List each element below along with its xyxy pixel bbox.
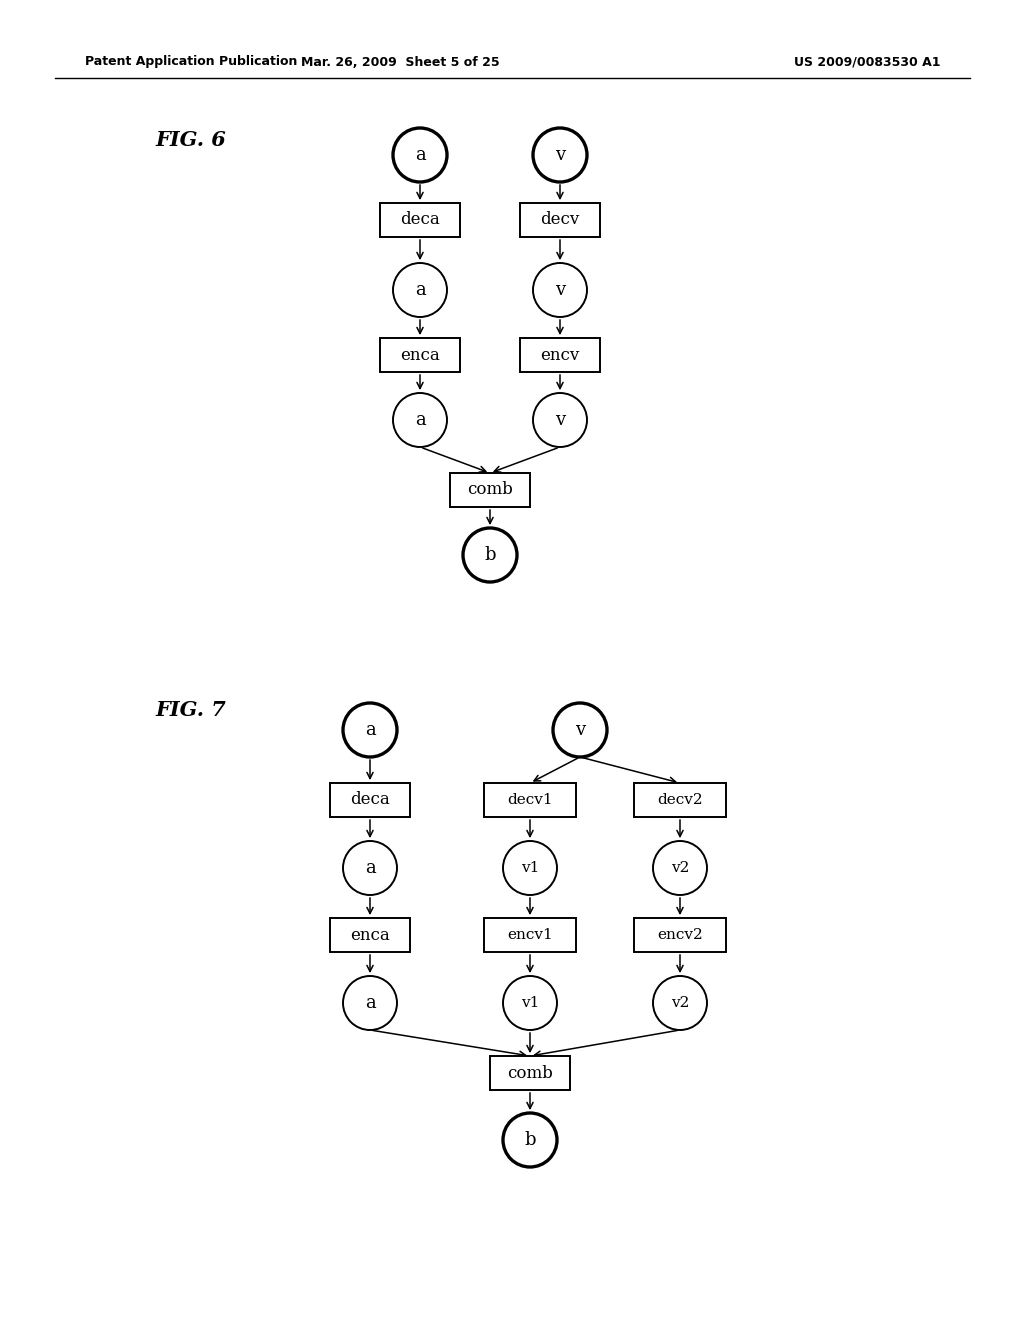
Text: FIG. 7: FIG. 7: [155, 700, 225, 719]
FancyBboxPatch shape: [450, 473, 530, 507]
Text: v: v: [555, 147, 565, 164]
FancyBboxPatch shape: [634, 783, 726, 817]
Text: decv1: decv1: [507, 793, 553, 807]
Text: enca: enca: [350, 927, 390, 944]
Text: a: a: [365, 994, 376, 1012]
Text: a: a: [365, 721, 376, 739]
Text: decv: decv: [541, 211, 580, 228]
Text: v2: v2: [671, 997, 689, 1010]
FancyBboxPatch shape: [634, 917, 726, 952]
Circle shape: [463, 528, 517, 582]
Text: encv: encv: [541, 346, 580, 363]
Circle shape: [393, 128, 447, 182]
Circle shape: [534, 128, 587, 182]
FancyBboxPatch shape: [330, 783, 410, 817]
Circle shape: [503, 1113, 557, 1167]
FancyBboxPatch shape: [380, 338, 460, 372]
FancyBboxPatch shape: [330, 917, 410, 952]
Circle shape: [534, 263, 587, 317]
Text: v1: v1: [521, 997, 540, 1010]
Text: a: a: [415, 411, 425, 429]
Text: encv2: encv2: [657, 928, 702, 942]
Circle shape: [534, 393, 587, 447]
FancyBboxPatch shape: [380, 203, 460, 238]
Text: US 2009/0083530 A1: US 2009/0083530 A1: [794, 55, 940, 69]
FancyBboxPatch shape: [520, 203, 600, 238]
Circle shape: [553, 704, 607, 756]
Text: comb: comb: [467, 482, 513, 499]
Circle shape: [653, 841, 707, 895]
Text: a: a: [415, 281, 425, 300]
Text: b: b: [484, 546, 496, 564]
FancyBboxPatch shape: [484, 917, 575, 952]
Text: a: a: [415, 147, 425, 164]
Text: deca: deca: [400, 211, 440, 228]
Text: v: v: [574, 721, 585, 739]
Text: Mar. 26, 2009  Sheet 5 of 25: Mar. 26, 2009 Sheet 5 of 25: [301, 55, 500, 69]
Text: comb: comb: [507, 1064, 553, 1081]
Text: encv1: encv1: [507, 928, 553, 942]
Text: v: v: [555, 281, 565, 300]
Text: FIG. 6: FIG. 6: [155, 129, 225, 150]
Circle shape: [343, 841, 397, 895]
Text: v1: v1: [521, 861, 540, 875]
FancyBboxPatch shape: [520, 338, 600, 372]
Text: enca: enca: [400, 346, 440, 363]
Circle shape: [393, 393, 447, 447]
Circle shape: [343, 704, 397, 756]
Text: a: a: [365, 859, 376, 876]
Text: deca: deca: [350, 792, 390, 808]
Circle shape: [393, 263, 447, 317]
Text: v2: v2: [671, 861, 689, 875]
FancyBboxPatch shape: [484, 783, 575, 817]
FancyBboxPatch shape: [490, 1056, 570, 1090]
Text: Patent Application Publication: Patent Application Publication: [85, 55, 297, 69]
Circle shape: [503, 841, 557, 895]
Circle shape: [343, 975, 397, 1030]
Text: v: v: [555, 411, 565, 429]
Circle shape: [503, 975, 557, 1030]
Circle shape: [653, 975, 707, 1030]
Text: b: b: [524, 1131, 536, 1148]
Text: decv2: decv2: [657, 793, 702, 807]
